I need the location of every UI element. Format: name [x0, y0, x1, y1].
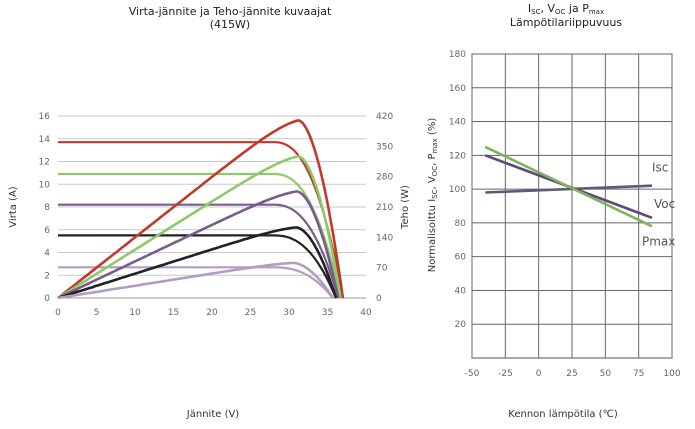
right-x-tick-label: -25 — [498, 369, 513, 379]
right-chart-title: ISC, VOC ja Pmax — [528, 2, 604, 16]
left-x-axis-label: Jännite (V) — [186, 409, 240, 420]
left-y2-axis-label: Teho (W) — [400, 185, 411, 230]
right-y-tick-label: 80 — [455, 219, 467, 229]
left-series — [57, 119, 345, 300]
iv-curve — [58, 172, 342, 299]
left-x-tick-label: 25 — [245, 308, 256, 318]
left-grid — [58, 115, 366, 299]
right-y-tick-label: 180 — [449, 50, 466, 60]
power-curve — [57, 261, 334, 300]
right-x-tick-label: 50 — [600, 369, 612, 379]
left-y2-tick-label: 70 — [376, 264, 388, 274]
left-x-tick-label: 40 — [360, 308, 372, 318]
right-tick-labels: 20 40 60 80 100 120 140 160 180 -50 -25 0 25 50 75 100 — [449, 50, 681, 379]
left-x-tick-label: 20 — [206, 308, 218, 318]
temp-series-line — [484, 145, 653, 228]
left-y2-tick-label: 280 — [376, 173, 393, 183]
left-y2-tick-label: 420 — [376, 112, 393, 122]
left-chart-subtitle: (415W) — [210, 18, 250, 31]
iv-power-chart: Virta-jännite ja Teho-jännite kuvaajat (… — [8, 5, 411, 420]
left-y2-tick-label: 210 — [376, 203, 393, 213]
left-chart-title: Virta-jännite ja Teho-jännite kuvaajat — [129, 5, 332, 18]
left-x-tick-label: 0 — [55, 308, 61, 318]
right-chart-title-line2: Lämpötilariippuvuus — [510, 16, 622, 29]
left-y-tick-label: 2 — [44, 271, 50, 281]
right-x-axis-label: Kennon lämpötila (℃) — [508, 409, 618, 420]
temp-series-line — [485, 184, 653, 194]
right-x-tick-label: 75 — [633, 369, 644, 379]
left-y2-tick-label: 350 — [376, 142, 393, 152]
right-y-axis-label: Normalisoittu ISC, VOC, Pmax (%) — [427, 118, 439, 273]
right-x-tick-label: -50 — [465, 369, 480, 379]
power-curve — [57, 154, 342, 300]
right-grid — [471, 53, 673, 359]
left-x-tick-label: 30 — [283, 308, 295, 318]
power-curve — [57, 226, 338, 300]
left-x-tick-label: 15 — [168, 308, 179, 318]
left-x-tick-label: 5 — [94, 308, 100, 318]
left-y-tick-label: 12 — [39, 158, 50, 168]
series-label: Isc — [652, 161, 668, 175]
right-y-tick-label: 100 — [449, 185, 466, 195]
power-curve — [57, 190, 340, 300]
right-series-annotations: Isc Voc Pmax — [642, 161, 675, 249]
left-x-tick-label: 35 — [322, 308, 333, 318]
right-x-tick-label: 25 — [566, 369, 577, 379]
power-curve — [57, 119, 345, 300]
left-y-tick-label: 10 — [39, 180, 51, 190]
iv-curve — [58, 266, 334, 299]
left-y2-tick-label: 140 — [376, 233, 393, 243]
left-y2-tick-label: 0 — [376, 294, 382, 304]
left-y-tick-label: 14 — [39, 135, 51, 145]
right-x-tick-label: 0 — [536, 369, 542, 379]
right-y-tick-label: 160 — [449, 84, 466, 94]
left-y-axis-label: Virta (A) — [8, 186, 19, 227]
left-tick-labels: 0 2 4 6 8 10 12 14 16 0 5 10 15 20 25 30 35 40 0 70 140 210 28… — [39, 112, 394, 318]
iv-curve — [58, 203, 340, 299]
right-y-tick-label: 120 — [449, 151, 466, 161]
iv-curve — [58, 234, 338, 299]
left-y-tick-label: 8 — [44, 203, 50, 213]
right-series — [484, 145, 653, 228]
series-label: Voc — [654, 197, 675, 211]
left-x-tick-label: 10 — [129, 308, 141, 318]
left-y-tick-label: 6 — [44, 226, 50, 236]
right-y-tick-label: 60 — [455, 253, 467, 263]
right-y-tick-label: 140 — [449, 118, 466, 128]
series-label: Pmax — [642, 234, 675, 248]
right-y-tick-label: 20 — [455, 320, 467, 330]
temperature-chart: ISC, VOC ja Pmax Lämpötilariippuvuus 20 4… — [427, 2, 681, 420]
left-y-tick-label: 16 — [39, 112, 51, 122]
right-y-tick-label: 40 — [455, 286, 467, 296]
left-y-tick-label: 0 — [44, 294, 50, 304]
right-x-tick-label: 100 — [663, 369, 680, 379]
iv-curve — [58, 141, 344, 299]
left-y-tick-label: 4 — [44, 249, 50, 259]
